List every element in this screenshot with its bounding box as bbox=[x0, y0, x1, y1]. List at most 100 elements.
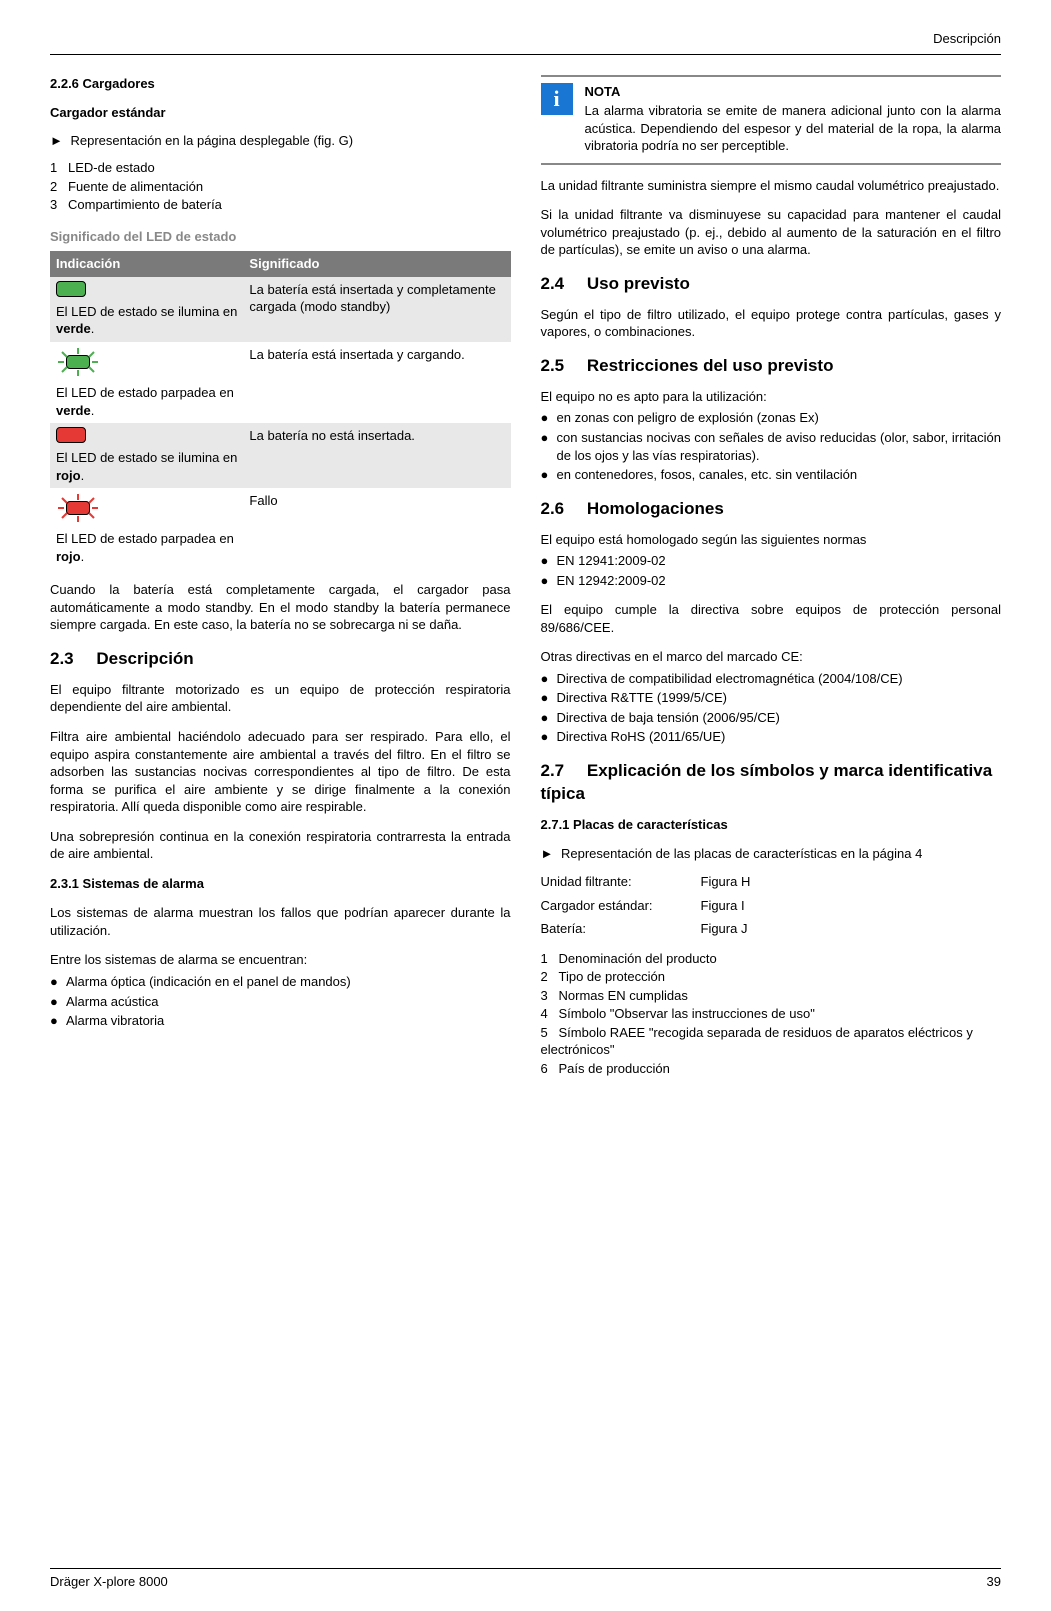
list-item: 3Normas EN cumplidas bbox=[541, 987, 1002, 1005]
header-rule bbox=[50, 54, 1001, 55]
sec-26-p2: El equipo cumple la directiva sobre equi… bbox=[541, 601, 1002, 636]
header-section: Descripción bbox=[50, 30, 1001, 48]
num: 3 bbox=[541, 987, 559, 1005]
list-item-text: en contenedores, fosos, canales, etc. si… bbox=[557, 466, 858, 484]
th-meaning: Significado bbox=[243, 251, 510, 277]
footer-product: Dräger X-plore 8000 bbox=[50, 1573, 168, 1591]
bullet-icon: ● bbox=[541, 670, 557, 688]
num: 2 bbox=[50, 178, 68, 196]
sec-24-heading: 2.4 Uso previsto bbox=[541, 273, 1002, 296]
led-meaning-cell: La batería está insertada y cargando. bbox=[243, 342, 510, 423]
sec-24-title: Uso previsto bbox=[587, 274, 690, 293]
list-item: ●Directiva de baja tensión (2006/95/CE) bbox=[541, 709, 1002, 727]
list-item: 5Símbolo RAEE "recogida separada de resi… bbox=[541, 1024, 1002, 1059]
num: 5 bbox=[541, 1024, 559, 1042]
bullet-icon: ● bbox=[541, 728, 557, 746]
np-val: Figura H bbox=[701, 873, 751, 891]
num-text: Fuente de alimentación bbox=[68, 179, 203, 194]
right-p1: La unidad filtrante suministra siempre e… bbox=[541, 177, 1002, 195]
list-item: ●con sustancias nocivas con señales de a… bbox=[541, 429, 1002, 464]
num: 1 bbox=[541, 950, 559, 968]
charger-num-list: 1LED-de estado 2Fuente de alimentación 3… bbox=[50, 159, 511, 214]
sec-231-bullets: ●Alarma óptica (indicación en el panel d… bbox=[50, 973, 511, 1030]
sec-26-norms: ●EN 12941:2009-02●EN 12942:2009-02 bbox=[541, 552, 1002, 589]
bullet-icon: ● bbox=[50, 993, 66, 1011]
sec-27-heading: 2.7 Explicación de los símbolos y marca … bbox=[541, 760, 1002, 806]
list-item-text: Directiva RoHS (2011/65/UE) bbox=[557, 728, 726, 746]
sec-26-num: 2.6 bbox=[541, 498, 565, 521]
led-blink-icon bbox=[56, 492, 100, 524]
led-solid-icon bbox=[56, 427, 86, 443]
footer-page: 39 bbox=[987, 1573, 1001, 1591]
sec-271-rep: ► Representación de las placas de caract… bbox=[541, 845, 1002, 863]
list-item-text: con sustancias nocivas con señales de av… bbox=[557, 429, 1002, 464]
sec-271-title: 2.7.1 Placas de características bbox=[541, 816, 1002, 834]
columns: 2.2.6 Cargadores Cargador estándar ► Rep… bbox=[50, 75, 1001, 1092]
sec-231-p1: Los sistemas de alarma muestran los fall… bbox=[50, 904, 511, 939]
num: 6 bbox=[541, 1060, 559, 1078]
sec-25-bullets: ●en zonas con peligro de explosión (zona… bbox=[541, 409, 1002, 483]
th-indication: Indicación bbox=[50, 251, 243, 277]
num: 1 bbox=[50, 159, 68, 177]
list-item-text: Directiva R&TTE (1999/5/CE) bbox=[557, 689, 728, 707]
sec-23-p3: Una sobrepresión continua en la conexión… bbox=[50, 828, 511, 863]
sec-25-num: 2.5 bbox=[541, 355, 565, 378]
list-item-text: Alarma vibratoria bbox=[66, 1012, 164, 1030]
triangle-icon: ► bbox=[50, 132, 63, 150]
np-lbl: Batería: bbox=[541, 920, 701, 938]
bullet-icon: ● bbox=[541, 709, 557, 727]
led-meaning-cell: La batería está insertada y completament… bbox=[243, 277, 510, 342]
list-item: ●Alarma óptica (indicación en el panel d… bbox=[50, 973, 511, 991]
led-solid-icon bbox=[56, 281, 86, 297]
led-indication-cell: El LED de estado se ilumina en verde. bbox=[50, 277, 243, 342]
sec-23-heading: 2.3 Descripción bbox=[50, 648, 511, 671]
list-item: ●Directiva RoHS (2011/65/UE) bbox=[541, 728, 1002, 746]
sec-25-intro: El equipo no es apto para la utilización… bbox=[541, 388, 1002, 406]
table-row: El LED de estado parpadea en verde.La ba… bbox=[50, 342, 511, 423]
sec-26-p3: Otras directivas en el marco del marcado… bbox=[541, 648, 1002, 666]
num-text: LED-de estado bbox=[68, 160, 155, 175]
note-text: NOTA La alarma vibratoria se emite de ma… bbox=[585, 83, 1002, 155]
charger-subtitle: Cargador estándar bbox=[50, 104, 511, 122]
right-column: i NOTA La alarma vibratoria se emite de … bbox=[541, 75, 1002, 1092]
bullet-icon: ● bbox=[50, 1012, 66, 1030]
list-item-text: Directiva de compatibilidad electromagné… bbox=[557, 670, 903, 688]
charger-rep: ► Representación en la página desplegabl… bbox=[50, 132, 511, 150]
num-text: Denominación del producto bbox=[559, 951, 717, 966]
sec-27-num: 2.7 bbox=[541, 760, 565, 783]
list-item: ●Alarma acústica bbox=[50, 993, 511, 1011]
after-table-para: Cuando la batería está completamente car… bbox=[50, 581, 511, 634]
led-desc: El LED de estado se ilumina en verde. bbox=[56, 303, 237, 338]
num: 2 bbox=[541, 968, 559, 986]
bullet-icon: ● bbox=[541, 409, 557, 427]
np-lbl: Cargador estándar: bbox=[541, 897, 701, 915]
bullet-icon: ● bbox=[541, 572, 557, 590]
num-text: Normas EN cumplidas bbox=[559, 988, 688, 1003]
sec-23-p2: Filtra aire ambiental haciéndolo adecuad… bbox=[50, 728, 511, 816]
list-item: ●EN 12941:2009-02 bbox=[541, 552, 1002, 570]
bullet-icon: ● bbox=[541, 466, 557, 484]
footer: Dräger X-plore 8000 39 bbox=[50, 1568, 1001, 1591]
triangle-icon: ► bbox=[541, 845, 554, 863]
list-item-text: Alarma óptica (indicación en el panel de… bbox=[66, 973, 351, 991]
sec-24-num: 2.4 bbox=[541, 273, 565, 296]
bullet-icon: ● bbox=[541, 552, 557, 570]
sec-23-num: 2.3 bbox=[50, 648, 74, 671]
bullet-icon: ● bbox=[541, 429, 557, 464]
led-desc: El LED de estado parpadea en rojo. bbox=[56, 530, 237, 565]
table-header-row: Indicación Significado bbox=[50, 251, 511, 277]
sec-24-p1: Según el tipo de filtro utilizado, el eq… bbox=[541, 306, 1002, 341]
right-p2: Si la unidad filtrante va disminuyese su… bbox=[541, 206, 1002, 259]
sec-231-p2: Entre los sistemas de alarma se encuentr… bbox=[50, 951, 511, 969]
sec-25-heading: 2.5 Restricciones del uso previsto bbox=[541, 355, 1002, 378]
list-item: 1Denominación del producto bbox=[541, 950, 1002, 968]
led-meaning-cell: La batería no está insertada. bbox=[243, 423, 510, 488]
note-title: NOTA bbox=[585, 83, 1002, 101]
num: 4 bbox=[541, 1005, 559, 1023]
list-item: ●en zonas con peligro de explosión (zona… bbox=[541, 409, 1002, 427]
sec-26-heading: 2.6 Homologaciones bbox=[541, 498, 1002, 521]
sec-231-title: 2.3.1 Sistemas de alarma bbox=[50, 875, 511, 893]
num-text: Tipo de protección bbox=[559, 969, 665, 984]
num: 3 bbox=[50, 196, 68, 214]
led-heading: Significado del LED de estado bbox=[50, 228, 511, 246]
